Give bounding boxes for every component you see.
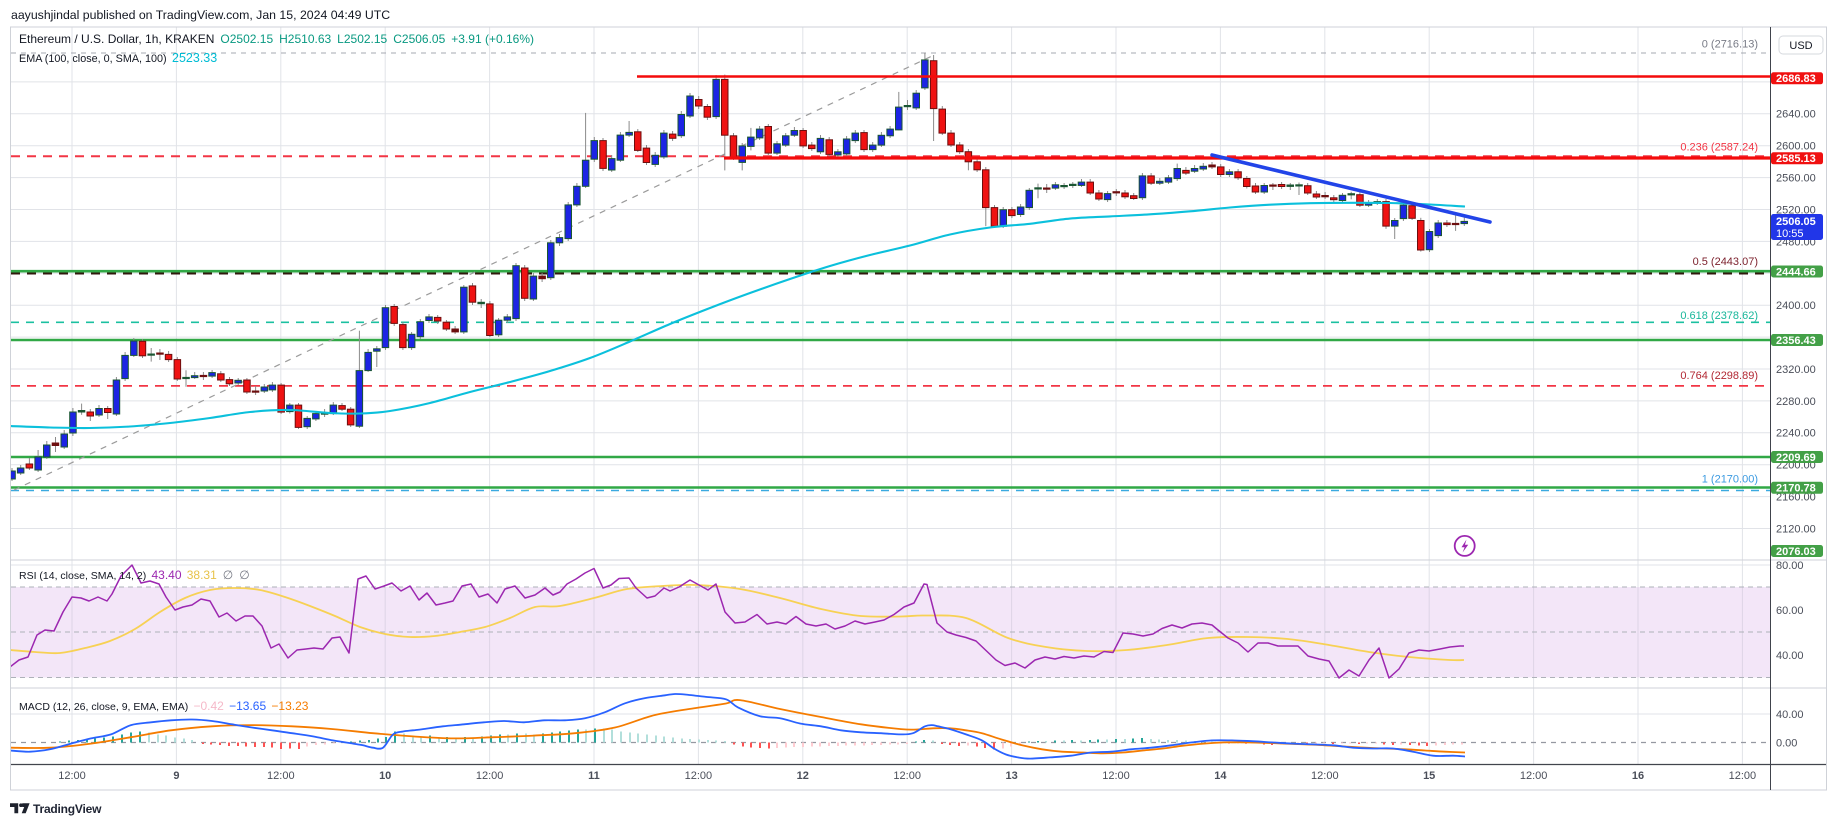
svg-text:12:00: 12:00: [1729, 770, 1757, 782]
svg-text:40.00: 40.00: [1776, 650, 1804, 662]
svg-text:RSI (14, close, SMA, 14, 2) 43: RSI (14, close, SMA, 14, 2) 43.40 38.31 …: [19, 568, 250, 582]
svg-text:10:55: 10:55: [1776, 228, 1804, 240]
svg-text:2170.78: 2170.78: [1776, 483, 1816, 495]
svg-text:MACD (12, 26, close, 9, EMA, E: MACD (12, 26, close, 9, EMA, EMA) −0.42 …: [19, 699, 309, 713]
svg-text:2444.66: 2444.66: [1776, 266, 1816, 278]
svg-text:2356.43: 2356.43: [1776, 335, 1816, 347]
svg-text:0.5 (2443.07): 0.5 (2443.07): [1693, 256, 1758, 268]
svg-text:aayushjindal published on Trad: aayushjindal published on TradingView.co…: [11, 8, 390, 22]
svg-text:0.00: 0.00: [1776, 737, 1797, 749]
svg-text:1 (2170.00): 1 (2170.00): [1702, 474, 1758, 486]
svg-text:12:00: 12:00: [1520, 770, 1548, 782]
svg-text:2240.00: 2240.00: [1776, 428, 1816, 440]
svg-text:2560.00: 2560.00: [1776, 173, 1816, 185]
svg-text:2640.00: 2640.00: [1776, 109, 1816, 121]
svg-text:2120.00: 2120.00: [1776, 523, 1816, 535]
svg-text:2520.00: 2520.00: [1776, 204, 1816, 216]
svg-text:14: 14: [1214, 770, 1227, 782]
svg-text:2160.00: 2160.00: [1776, 492, 1816, 504]
svg-text:TradingView: TradingView: [33, 802, 102, 816]
svg-text:USD: USD: [1789, 40, 1812, 52]
svg-text:0.236 (2587.24): 0.236 (2587.24): [1680, 142, 1758, 154]
svg-text:40.00: 40.00: [1776, 709, 1804, 721]
svg-text:12:00: 12:00: [685, 770, 713, 782]
svg-text:12:00: 12:00: [1102, 770, 1130, 782]
svg-text:11: 11: [588, 770, 600, 782]
svg-text:2686.83: 2686.83: [1776, 73, 1816, 85]
svg-text:16: 16: [1632, 770, 1644, 782]
svg-text:12:00: 12:00: [267, 770, 295, 782]
svg-text:Ethereum / U.S. Dollar, 1h, KR: Ethereum / U.S. Dollar, 1h, KRAKEN O2502…: [19, 32, 534, 46]
svg-text:2076.03: 2076.03: [1776, 546, 1816, 558]
svg-text:2506.05: 2506.05: [1776, 216, 1816, 228]
svg-text:2400.00: 2400.00: [1776, 300, 1816, 312]
svg-text:0.618 (2378.62): 0.618 (2378.62): [1680, 310, 1758, 322]
svg-text:2585.13: 2585.13: [1776, 153, 1816, 165]
svg-text:2320.00: 2320.00: [1776, 364, 1816, 376]
svg-text:13: 13: [1005, 770, 1017, 782]
svg-text:12:00: 12:00: [476, 770, 504, 782]
svg-text:2280.00: 2280.00: [1776, 396, 1816, 408]
svg-text:12:00: 12:00: [1311, 770, 1339, 782]
svg-text:12:00: 12:00: [58, 770, 86, 782]
svg-text:10: 10: [379, 770, 391, 782]
svg-text:12: 12: [797, 770, 809, 782]
svg-text:EMA (100, close, 0, SMA, 100): EMA (100, close, 0, SMA, 100) 2523.33: [19, 51, 217, 65]
svg-text:15: 15: [1423, 770, 1435, 782]
svg-text:60.00: 60.00: [1776, 605, 1804, 617]
svg-text:80.00: 80.00: [1776, 560, 1804, 572]
svg-text:9: 9: [173, 770, 179, 782]
svg-text:0.764 (2298.89): 0.764 (2298.89): [1680, 370, 1758, 382]
svg-text:2209.69: 2209.69: [1776, 452, 1816, 464]
svg-text:2600.00: 2600.00: [1776, 141, 1816, 153]
svg-text:0 (2716.13): 0 (2716.13): [1702, 39, 1758, 51]
svg-text:12:00: 12:00: [893, 770, 921, 782]
